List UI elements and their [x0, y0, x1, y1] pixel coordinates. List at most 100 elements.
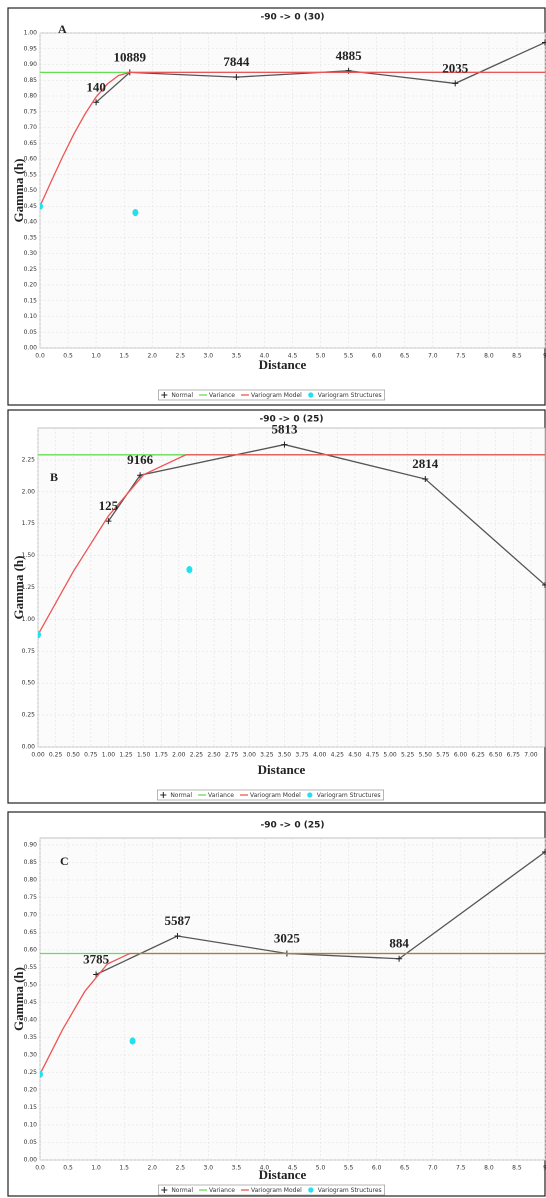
- x-tick-label: 0.25: [49, 752, 63, 759]
- y-tick-label: 0.80: [24, 93, 38, 100]
- y-tick-label: 0.40: [24, 219, 38, 226]
- point-marker: [93, 99, 100, 106]
- y-tick-label: 1.75: [22, 520, 36, 527]
- x-tick-label: 2.5: [176, 1165, 186, 1172]
- legend-symbol: [308, 392, 314, 398]
- y-tick-label: 0.85: [24, 859, 38, 866]
- x-tick-label: 0.75: [84, 752, 98, 759]
- y-tick-label: 0.80: [24, 877, 38, 884]
- chart-title: -90 -> 0 (25): [261, 821, 325, 831]
- plot-marks: [40, 39, 546, 217]
- y-axis-label: Gamma (h): [11, 556, 26, 620]
- legend: Normal Variance Variogram Model Variogram S…: [157, 789, 384, 801]
- point-marker: [422, 476, 429, 483]
- x-tick-label: 8.5: [512, 1165, 522, 1172]
- chart-title: -90 -> 0 (25): [260, 415, 324, 425]
- x-tick-label: 9: [543, 1165, 546, 1172]
- y-tick-label: 0.25: [24, 1069, 38, 1076]
- x-tick-label: 3.0: [204, 353, 214, 360]
- x-tick-label: 0.5: [63, 353, 73, 360]
- y-tick-label: 0.60: [24, 947, 38, 954]
- point-label: 3785: [83, 951, 110, 966]
- structure-point: [186, 566, 193, 574]
- point-marker: [542, 39, 546, 46]
- y-tick-label: 0.35: [24, 1034, 38, 1041]
- x-tick-label: 7.00: [524, 752, 538, 759]
- legend-label: Variance: [208, 792, 234, 799]
- point-marker: [452, 80, 459, 87]
- x-tick-label: 5.75: [436, 752, 450, 759]
- x-tick-label: 2.0: [147, 353, 157, 360]
- x-tick-label: 7.5: [456, 1165, 466, 1172]
- x-tick-label: 5.5: [344, 1165, 354, 1172]
- y-tick-label: 0.65: [24, 929, 38, 936]
- y-tick-label: 0.10: [24, 313, 38, 320]
- chart-title: -90 -> 0 (30): [261, 13, 325, 23]
- structure-point: [132, 208, 139, 217]
- structure-point: [40, 1070, 43, 1078]
- y-tick-label: 0.95: [24, 45, 38, 52]
- y-axis-label: Gamma (h): [11, 159, 26, 223]
- x-tick-label: 4.75: [366, 752, 380, 759]
- x-tick-label: 0.00: [31, 752, 45, 759]
- legend-item: Variogram Structures: [307, 792, 381, 799]
- x-tick-label: 1.5: [119, 353, 129, 360]
- legend-item: Variogram Structures: [308, 392, 382, 399]
- legend-item: Normal: [161, 1187, 193, 1194]
- y-tick-label: 0.90: [24, 61, 38, 68]
- x-axis-label: Distance: [259, 357, 307, 372]
- point-marker: [542, 581, 546, 588]
- y-tick-label: 0.40: [24, 1017, 38, 1024]
- legend-label: Normal: [171, 1187, 193, 1194]
- series-line: [40, 952, 545, 1075]
- panel-letter: B: [50, 470, 58, 484]
- y-tick-label: 0.15: [24, 1104, 38, 1111]
- y-tick-label: 0.50: [24, 982, 38, 989]
- x-tick-label: 4.50: [348, 752, 362, 759]
- y-tick-label: 0.70: [24, 124, 38, 131]
- y-tick-label: 0.90: [24, 842, 38, 849]
- point-marker: [105, 518, 112, 525]
- x-tick-label: 4.25: [331, 752, 345, 759]
- x-tick-label: 6.25: [471, 752, 485, 759]
- legend-label: Normal: [171, 392, 193, 399]
- panel-letter: A: [58, 22, 67, 36]
- y-tick-label: 0.05: [24, 329, 38, 336]
- legend-label: Variogram Model: [251, 392, 302, 399]
- x-tick-label: 7.5: [456, 353, 466, 360]
- x-tick-label: 3.00: [243, 752, 257, 759]
- y-tick-label: 0.45: [24, 999, 38, 1006]
- x-tick-label: 6.0: [372, 1165, 382, 1172]
- y-tick-label: 0.00: [24, 1157, 38, 1164]
- legend-item: Variance: [199, 392, 235, 399]
- x-tick-label: 4.5: [288, 353, 298, 360]
- legend-box: [157, 789, 384, 801]
- y-tick-label: 0.00: [24, 345, 38, 352]
- x-tick-label: 5.25: [401, 752, 415, 759]
- point-label: 140: [86, 79, 106, 94]
- y-tick-label: 2.25: [22, 456, 36, 463]
- point-label: 9166: [127, 452, 154, 467]
- point-marker: [233, 74, 240, 81]
- x-tick-label: 0.5: [63, 1165, 73, 1172]
- legend-item: Variogram Structures: [308, 1187, 382, 1194]
- legend: Normal Variance Variogram Model Variogram S…: [158, 1184, 385, 1196]
- point-label: 5587: [164, 913, 191, 928]
- x-tick-label: 3.5: [232, 353, 242, 360]
- x-tick-label: 3.75: [295, 752, 309, 759]
- y-tick-label: 1.50: [22, 552, 36, 559]
- plot-marks: [40, 849, 546, 1078]
- x-tick-label: 2.00: [172, 752, 186, 759]
- legend-item: Variogram Model: [240, 1187, 302, 1194]
- x-tick-label: 5.5: [344, 353, 354, 360]
- x-tick-label: 2.25: [190, 752, 204, 759]
- legend-box: [158, 389, 385, 401]
- legend-item: Variance: [199, 1187, 235, 1194]
- point-marker: [137, 472, 144, 479]
- chart-panel: -90 -> 0 (25) 0.00 0.05 0.10 0.15 0.20 0.25 0.3…: [7, 811, 546, 1197]
- x-tick-label: 1.00: [102, 752, 116, 759]
- y-tick-label: 0.05: [24, 1139, 38, 1146]
- y-tick-label: 0.30: [24, 1052, 38, 1059]
- y-axis-label: Gamma (h): [11, 967, 26, 1031]
